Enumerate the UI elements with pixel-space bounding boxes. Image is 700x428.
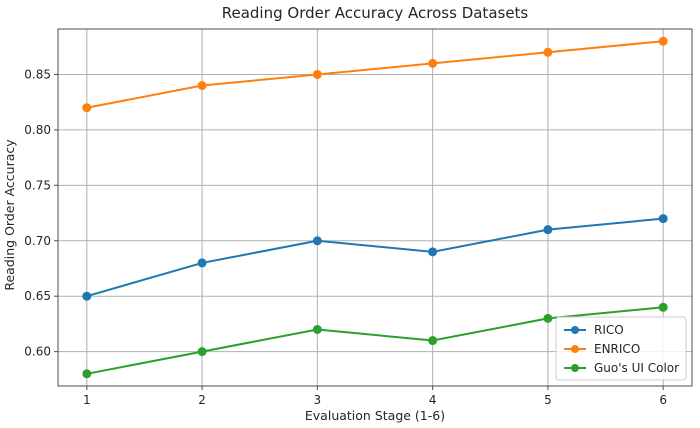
chart-title: Reading Order Accuracy Across Datasets <box>222 4 529 22</box>
series-rico <box>82 214 668 301</box>
y-tick-label: 0.80 <box>24 123 51 137</box>
y-tick-label: 0.60 <box>24 345 51 359</box>
data-point-rico <box>658 214 668 224</box>
legend-item: RICO <box>564 323 624 337</box>
x-tick-label: 5 <box>544 393 552 407</box>
legend-label: Guo's UI Color <box>594 361 679 375</box>
data-point-guo-s-ui-color <box>82 369 92 379</box>
data-point-guo-s-ui-color <box>312 324 322 334</box>
data-point-guo-s-ui-color <box>428 336 438 346</box>
data-point-rico <box>82 291 92 301</box>
data-point-guo-s-ui-color <box>197 347 207 357</box>
data-point-enrico <box>543 47 553 57</box>
legend-label: ENRICO <box>594 342 640 356</box>
data-point-rico <box>543 225 553 235</box>
data-point-enrico <box>197 81 207 91</box>
data-point-enrico <box>658 36 668 46</box>
x-tick-label: 1 <box>83 393 91 407</box>
legend-label: RICO <box>594 323 624 337</box>
x-tick-label: 4 <box>429 393 437 407</box>
legend-item: Guo's UI Color <box>564 361 679 375</box>
legend-marker <box>571 345 579 353</box>
series-line-enrico <box>86 40 664 109</box>
y-axis-label: Reading Order Accuracy <box>2 139 17 291</box>
legend-item: ENRICO <box>564 342 640 356</box>
legend-marker <box>571 364 579 372</box>
x-axis-ticks: 1 2 3 4 5 6 <box>83 386 667 407</box>
data-point-guo-s-ui-color <box>658 302 668 312</box>
y-axis-ticks: 0.60 0.65 0.70 0.75 0.80 0.85 <box>24 67 58 359</box>
y-tick-label: 0.75 <box>24 178 51 192</box>
plot-frame <box>57 28 693 387</box>
data-point-enrico <box>312 69 322 79</box>
series-line-rico <box>86 217 664 298</box>
data-point-rico <box>197 258 207 268</box>
data-point-enrico <box>428 58 438 68</box>
data-point-guo-s-ui-color <box>543 313 553 323</box>
x-axis-label: Evaluation Stage (1-6) <box>305 408 445 423</box>
legend-marker <box>571 326 579 334</box>
x-tick-label: 6 <box>659 393 667 407</box>
gridlines <box>58 29 692 386</box>
legend: RICO ENRICO Guo's UI Color <box>555 316 687 381</box>
y-tick-label: 0.70 <box>24 234 51 248</box>
data-point-enrico <box>82 103 92 113</box>
legend-box <box>555 316 687 381</box>
series-enrico <box>82 36 668 113</box>
y-tick-label: 0.85 <box>24 67 51 81</box>
data-point-rico <box>312 236 322 246</box>
x-tick-label: 2 <box>198 393 206 407</box>
data-point-rico <box>428 247 438 257</box>
x-tick-label: 3 <box>314 393 322 407</box>
y-tick-label: 0.65 <box>24 289 51 303</box>
